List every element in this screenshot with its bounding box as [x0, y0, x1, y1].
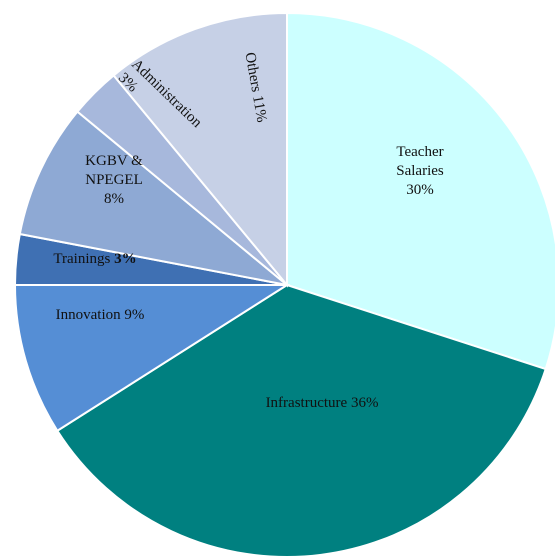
slice-label: Trainings 3%	[25, 250, 165, 269]
pie-slice	[13, 284, 291, 433]
category-name: Innovation	[55, 307, 121, 323]
slice-label: KGBV & NPEGEL 8%	[74, 152, 154, 209]
category-name: Infrastructure	[265, 395, 348, 411]
pie-slice	[286, 11, 555, 371]
slice-label: Teacher Salaries 30%	[380, 143, 460, 200]
slice-label: Infrastructure 36%	[222, 394, 422, 413]
pie-slice	[55, 283, 547, 558]
value-label: 8%	[104, 191, 124, 207]
value-label: 11%	[249, 94, 270, 124]
category-name: Trainings	[53, 251, 111, 267]
pie-slice	[112, 11, 288, 288]
value-label: 36%	[350, 395, 379, 411]
value-label: 9%	[124, 307, 145, 323]
category-name: KGBV & NPEGEL	[85, 153, 143, 188]
value-label: 3%	[114, 251, 137, 267]
value-label: 30%	[406, 182, 434, 198]
category-name: Teacher Salaries	[396, 144, 444, 179]
slice-label: Innovation 9%	[25, 306, 175, 325]
pie-slice	[18, 110, 288, 286]
